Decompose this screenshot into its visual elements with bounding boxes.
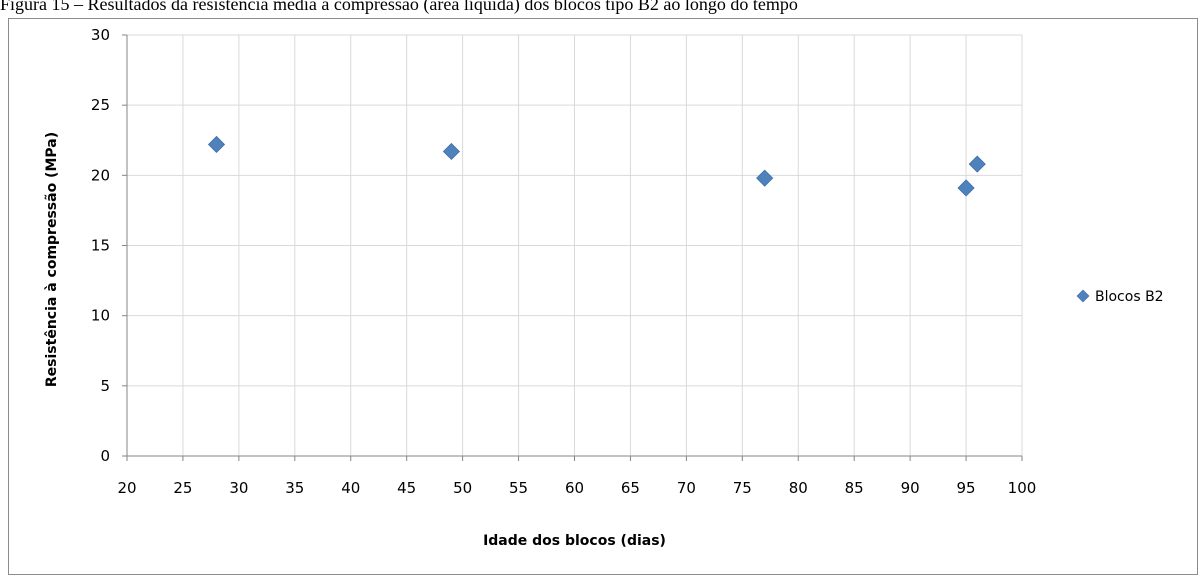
y-tick-label: 20	[91, 166, 110, 184]
chart-frame	[8, 18, 1198, 575]
x-tick-label: 80	[789, 479, 808, 497]
x-tick-label: 20	[117, 479, 136, 497]
y-tick-label: 10	[91, 307, 110, 325]
legend-marker-diamond	[1076, 289, 1090, 303]
y-tick-label: 5	[100, 377, 110, 395]
data-point-diamond	[968, 155, 986, 173]
data-point-diamond	[207, 135, 226, 154]
y-tick-labels: 0 5 10 15 20 25 30	[91, 26, 110, 465]
x-axis-label: Idade dos blocos (dias)	[483, 533, 666, 549]
x-tick-label: 55	[509, 479, 528, 497]
x-tick-label: 45	[397, 479, 416, 497]
x-tick-label: 35	[285, 479, 304, 497]
y-tick-label: 30	[91, 26, 110, 44]
data-point-diamond	[442, 142, 461, 161]
y-tick-label: 25	[91, 96, 110, 114]
legend-label: Blocos B2	[1095, 289, 1164, 305]
x-tick-label: 100	[1008, 479, 1037, 497]
data-points	[207, 135, 986, 197]
x-tick-label: 60	[565, 479, 584, 497]
x-tick-label: 25	[173, 479, 192, 497]
x-tick-label: 95	[957, 479, 976, 497]
x-tick-labels: 20 25 30 35 40 45 50 55 60 65 70 75 80 85 90 95 100	[117, 479, 1036, 497]
y-tick-label: 0	[100, 447, 110, 465]
x-tick-label: 30	[229, 479, 248, 497]
x-tick-label: 90	[901, 479, 920, 497]
x-tick-label: 50	[453, 479, 472, 497]
x-tick-label: 65	[621, 479, 640, 497]
legend: Blocos B2	[1076, 289, 1164, 305]
axes	[122, 34, 1023, 461]
y-tick-label: 15	[91, 237, 110, 255]
x-tick-label: 40	[341, 479, 360, 497]
x-tick-label: 70	[677, 479, 696, 497]
gridlines	[127, 34, 1023, 456]
figure-caption: Figura 15 – Resultados da resistência mé…	[0, 0, 798, 14]
y-axis-label: Resistência à compressão (MPa)	[44, 132, 60, 387]
data-point-diamond	[756, 169, 774, 187]
x-tick-label: 75	[733, 479, 752, 497]
x-tick-label: 85	[845, 479, 864, 497]
data-point-diamond	[957, 179, 975, 197]
